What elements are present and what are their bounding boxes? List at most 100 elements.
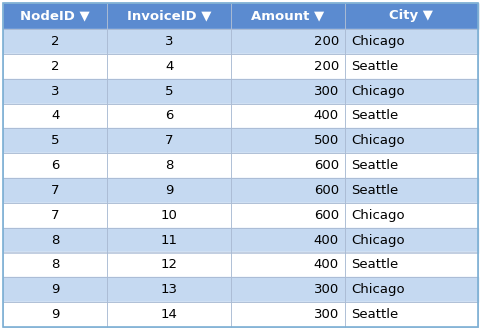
Text: 600: 600 xyxy=(313,159,338,172)
Bar xyxy=(230,29,344,54)
Bar xyxy=(3,228,107,252)
Text: Seattle: Seattle xyxy=(350,60,397,73)
Bar xyxy=(3,54,107,79)
Bar xyxy=(3,203,107,228)
Bar xyxy=(344,153,477,178)
Bar xyxy=(107,29,230,54)
Bar xyxy=(344,228,477,252)
Bar xyxy=(107,3,230,29)
Bar xyxy=(344,128,477,153)
Bar xyxy=(107,302,230,327)
Bar xyxy=(230,54,344,79)
Bar xyxy=(230,79,344,104)
Text: Chicago: Chicago xyxy=(350,283,404,296)
Bar xyxy=(3,153,107,178)
Bar xyxy=(107,228,230,252)
Text: 200: 200 xyxy=(313,60,338,73)
Text: Chicago: Chicago xyxy=(350,209,404,222)
Bar xyxy=(3,277,107,302)
Bar xyxy=(3,302,107,327)
Bar xyxy=(107,79,230,104)
Bar xyxy=(3,252,107,277)
Bar xyxy=(344,54,477,79)
Text: 300: 300 xyxy=(313,84,338,98)
Bar xyxy=(230,228,344,252)
Bar xyxy=(344,228,477,252)
Bar xyxy=(344,54,477,79)
Text: 200: 200 xyxy=(313,35,338,48)
Bar xyxy=(3,54,107,79)
Text: 12: 12 xyxy=(160,258,178,271)
Bar xyxy=(107,153,230,178)
Text: Seattle: Seattle xyxy=(350,110,397,122)
Text: 3: 3 xyxy=(51,84,60,98)
Bar xyxy=(230,104,344,128)
Text: 600: 600 xyxy=(313,209,338,222)
Bar xyxy=(3,79,107,104)
Bar xyxy=(344,178,477,203)
Text: 9: 9 xyxy=(165,184,173,197)
Text: Chicago: Chicago xyxy=(350,84,404,98)
Bar xyxy=(3,228,107,252)
Bar xyxy=(107,277,230,302)
Bar xyxy=(3,128,107,153)
Bar xyxy=(230,3,344,29)
Text: 13: 13 xyxy=(160,283,178,296)
Bar xyxy=(230,54,344,79)
Bar xyxy=(344,277,477,302)
Bar xyxy=(3,302,107,327)
Bar xyxy=(230,277,344,302)
Bar xyxy=(3,277,107,302)
Bar xyxy=(107,203,230,228)
Bar xyxy=(3,29,107,54)
Bar xyxy=(107,128,230,153)
Bar xyxy=(107,3,230,29)
Bar xyxy=(344,302,477,327)
Text: Amount ▼: Amount ▼ xyxy=(251,10,324,22)
Bar xyxy=(344,203,477,228)
Bar xyxy=(344,3,477,29)
Text: 7: 7 xyxy=(51,209,60,222)
Bar xyxy=(107,29,230,54)
Bar xyxy=(3,153,107,178)
Bar xyxy=(107,104,230,128)
Bar xyxy=(344,29,477,54)
Bar xyxy=(230,228,344,252)
Text: 4: 4 xyxy=(165,60,173,73)
Bar xyxy=(230,79,344,104)
Text: Chicago: Chicago xyxy=(350,234,404,247)
Text: 2: 2 xyxy=(51,35,60,48)
Text: 8: 8 xyxy=(51,258,60,271)
Bar xyxy=(230,252,344,277)
Bar xyxy=(3,3,107,29)
Bar xyxy=(3,3,107,29)
Bar xyxy=(107,178,230,203)
Bar xyxy=(3,104,107,128)
Text: Chicago: Chicago xyxy=(350,35,404,48)
Bar xyxy=(344,104,477,128)
Text: 9: 9 xyxy=(51,283,60,296)
Bar xyxy=(344,302,477,327)
Text: 7: 7 xyxy=(165,134,173,147)
Bar xyxy=(107,79,230,104)
Text: 500: 500 xyxy=(313,134,338,147)
Bar xyxy=(3,178,107,203)
Text: 400: 400 xyxy=(313,258,338,271)
Bar xyxy=(3,29,107,54)
Bar xyxy=(230,178,344,203)
Text: Seattle: Seattle xyxy=(350,184,397,197)
Bar xyxy=(230,104,344,128)
Bar xyxy=(344,29,477,54)
Text: 8: 8 xyxy=(51,234,60,247)
Bar xyxy=(344,3,477,29)
Bar xyxy=(344,79,477,104)
Bar xyxy=(3,128,107,153)
Bar xyxy=(107,302,230,327)
Bar xyxy=(230,128,344,153)
Text: InvoiceID ▼: InvoiceID ▼ xyxy=(127,10,211,22)
Bar xyxy=(230,128,344,153)
Bar xyxy=(107,153,230,178)
Bar xyxy=(107,104,230,128)
Bar xyxy=(230,29,344,54)
Text: 8: 8 xyxy=(165,159,173,172)
